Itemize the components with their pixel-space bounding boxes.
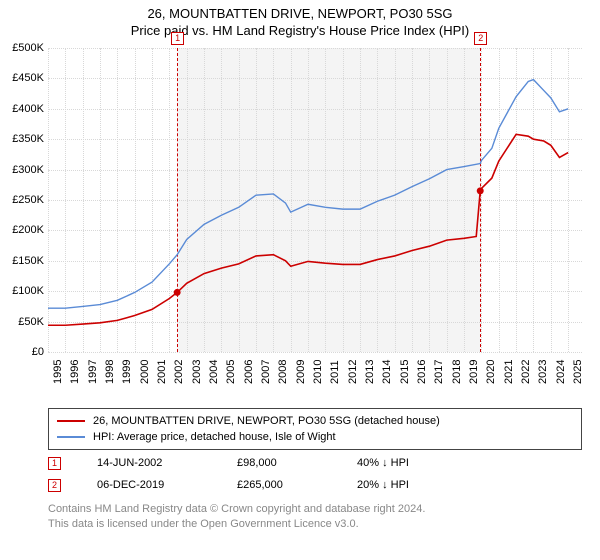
y-axis-label: £500K <box>0 42 44 54</box>
x-axis-label: 2012 <box>347 360 359 384</box>
title-block: 26, MOUNTBATTEN DRIVE, NEWPORT, PO30 5SG… <box>0 0 600 38</box>
chart-container: 26, MOUNTBATTEN DRIVE, NEWPORT, PO30 5SG… <box>0 0 600 560</box>
sale-point <box>174 289 181 296</box>
sale-event-price: £265,000 <box>237 479 357 491</box>
legend-label: HPI: Average price, detached house, Isle… <box>93 431 336 443</box>
chart-plot-region: 12 <box>48 48 582 352</box>
sale-event-row: 1 14-JUN-2002£98,00040% ↓ HPI <box>48 452 582 474</box>
title-subtitle: Price paid vs. HM Land Registry's House … <box>0 23 600 38</box>
x-axis-label: 2009 <box>295 360 307 384</box>
x-axis-label: 2016 <box>416 360 428 384</box>
sale-event-delta: 40% ↓ HPI <box>357 457 477 469</box>
x-axis-label: 1996 <box>69 360 81 384</box>
sale-event-date: 14-JUN-2002 <box>97 457 237 469</box>
x-axis-label: 1999 <box>121 360 133 384</box>
gridline-h <box>48 352 582 353</box>
x-axis-label: 2000 <box>139 360 151 384</box>
x-axis-label: 2022 <box>520 360 532 384</box>
x-axis-label: 2015 <box>399 360 411 384</box>
x-axis-label: 2010 <box>312 360 324 384</box>
x-axis-label: 1995 <box>52 360 64 384</box>
y-axis-label: £200K <box>0 224 44 236</box>
sale-event-marker: 1 <box>171 32 184 45</box>
title-address: 26, MOUNTBATTEN DRIVE, NEWPORT, PO30 5SG <box>0 6 600 21</box>
footer-line1: Contains HM Land Registry data © Crown c… <box>48 502 582 517</box>
legend-swatch <box>57 436 85 438</box>
x-axis-label: 2003 <box>191 360 203 384</box>
sale-event-delta: 20% ↓ HPI <box>357 479 477 491</box>
y-axis-label: £250K <box>0 194 44 206</box>
series-hpi <box>48 80 568 309</box>
x-axis-label: 2018 <box>451 360 463 384</box>
y-axis-label: £150K <box>0 255 44 267</box>
footer-attribution: Contains HM Land Registry data © Crown c… <box>48 502 582 532</box>
x-axis-label: 1998 <box>104 360 116 384</box>
x-axis-label: 2004 <box>208 360 220 384</box>
x-axis-label: 2024 <box>555 360 567 384</box>
footer-line2: This data is licensed under the Open Gov… <box>48 517 582 532</box>
x-axis-label: 2021 <box>503 360 515 384</box>
x-axis-label: 2006 <box>243 360 255 384</box>
sale-point <box>477 187 484 194</box>
sale-event-num: 2 <box>48 479 61 492</box>
y-axis-label: £300K <box>0 164 44 176</box>
legend-item: 26, MOUNTBATTEN DRIVE, NEWPORT, PO30 5SG… <box>57 413 573 429</box>
x-axis-label: 2011 <box>329 360 341 384</box>
y-axis-label: £450K <box>0 72 44 84</box>
legend-item: HPI: Average price, detached house, Isle… <box>57 429 573 445</box>
legend: 26, MOUNTBATTEN DRIVE, NEWPORT, PO30 5SG… <box>48 408 582 450</box>
x-axis-label: 2007 <box>260 360 272 384</box>
y-axis-label: £50K <box>0 316 44 328</box>
y-axis-label: £0 <box>0 346 44 358</box>
y-axis-label: £100K <box>0 285 44 297</box>
x-axis-label: 2025 <box>572 360 584 384</box>
x-axis-label: 2017 <box>433 360 445 384</box>
y-axis-label: £350K <box>0 133 44 145</box>
x-axis-label: 2001 <box>156 360 168 384</box>
x-axis-label: 2005 <box>225 360 237 384</box>
x-axis-label: 2013 <box>364 360 376 384</box>
sale-event-marker: 2 <box>474 32 487 45</box>
x-axis-label: 2023 <box>537 360 549 384</box>
legend-swatch <box>57 420 85 422</box>
x-axis-label: 1997 <box>87 360 99 384</box>
legend-label: 26, MOUNTBATTEN DRIVE, NEWPORT, PO30 5SG… <box>93 415 440 427</box>
chart-area: 12 1995199619971998199920002001200220032… <box>48 48 582 378</box>
sale-event-date: 06-DEC-2019 <box>97 479 237 491</box>
x-axis-label: 2008 <box>277 360 289 384</box>
sale-events-table: 1 14-JUN-2002£98,00040% ↓ HPI 2 06-DEC-2019… <box>48 452 582 496</box>
x-axis-label: 2002 <box>173 360 185 384</box>
x-axis-label: 2014 <box>381 360 393 384</box>
y-axis-label: £400K <box>0 103 44 115</box>
chart-svg <box>48 48 582 352</box>
sale-event-row: 2 06-DEC-2019£265,00020% ↓ HPI <box>48 474 582 496</box>
x-axis-label: 2019 <box>468 360 480 384</box>
x-axis-label: 2020 <box>485 360 497 384</box>
sale-event-price: £98,000 <box>237 457 357 469</box>
sale-event-num: 1 <box>48 457 61 470</box>
